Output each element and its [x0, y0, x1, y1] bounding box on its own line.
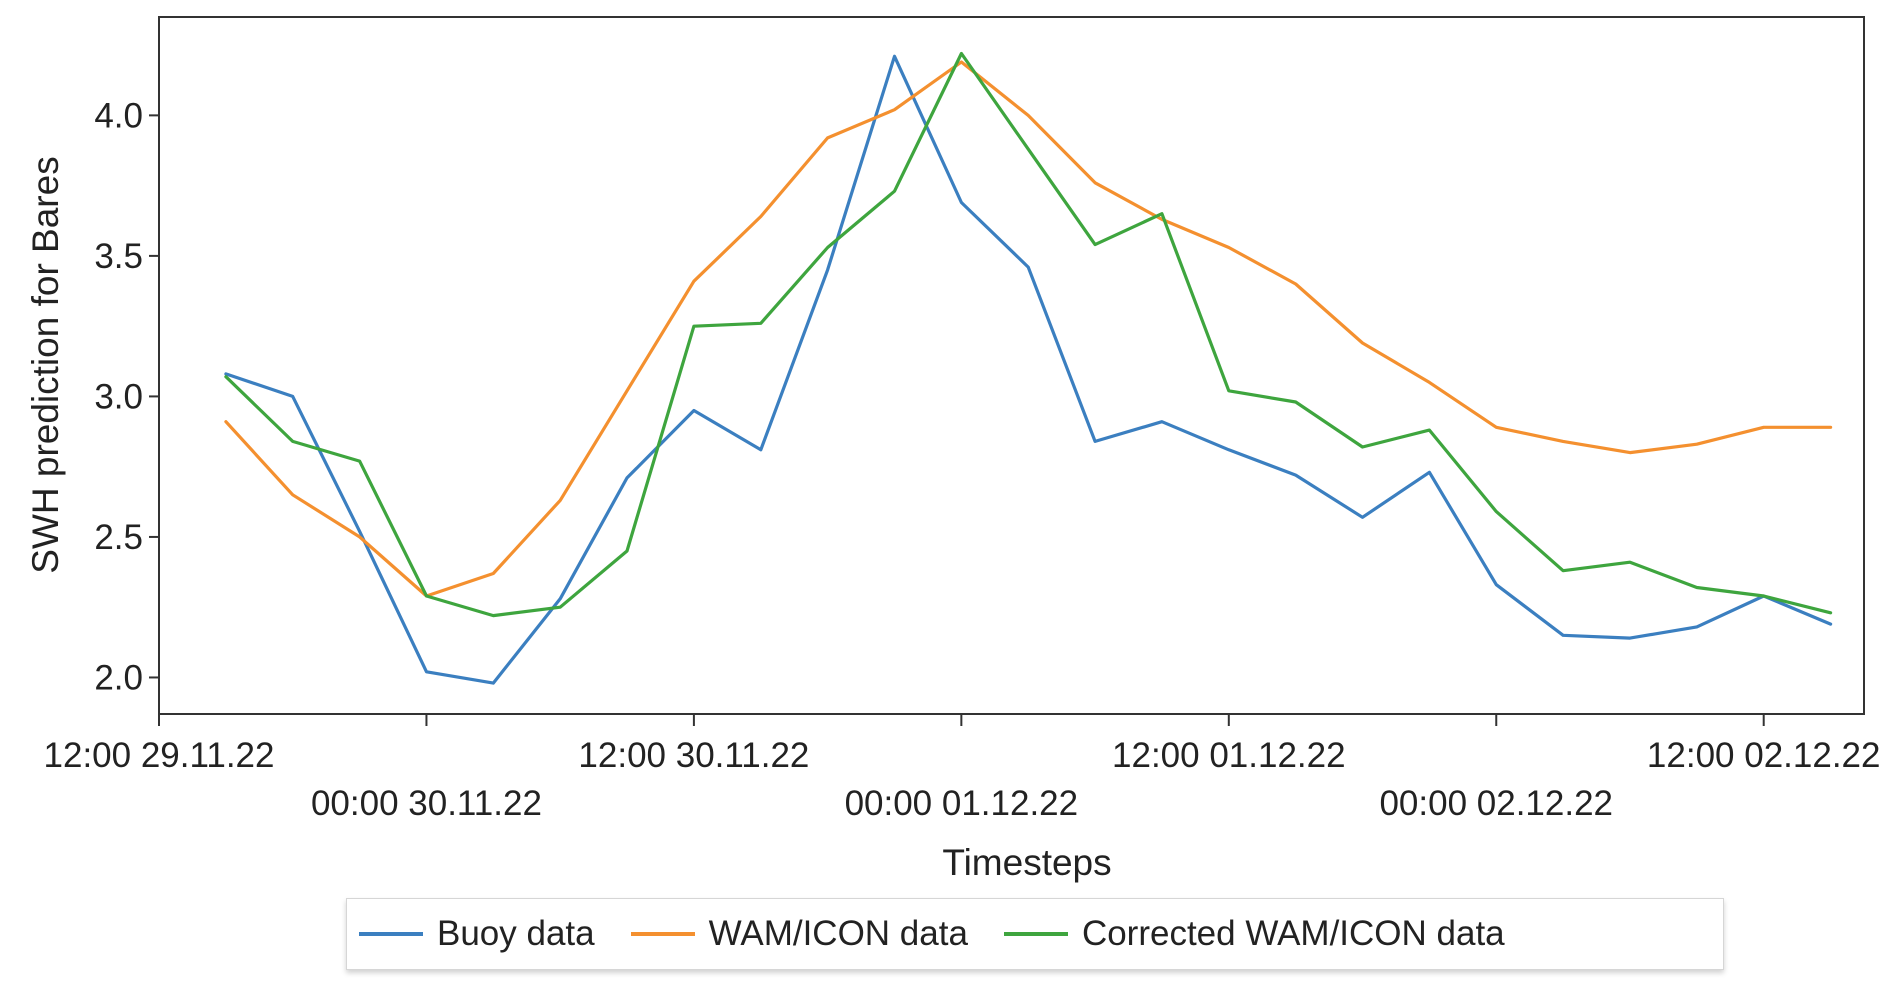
- legend-label-wam-icon: WAM/ICON data: [708, 914, 968, 953]
- series-lines: [224, 51, 1833, 685]
- x-tick-label: 00:00 02.12.22: [1379, 784, 1613, 823]
- x-axis-label: Timesteps: [942, 842, 1111, 883]
- plot-area-frame: [158, 16, 1865, 715]
- x-tick-label: 00:00 30.11.22: [311, 784, 542, 823]
- legend-item-wam-icon: WAM/ICON data: [630, 914, 968, 954]
- x-tick-label: 12:00 30.11.22: [578, 736, 809, 775]
- series-line-buoy: [224, 54, 1833, 685]
- legend-item-buoy: Buoy data: [359, 914, 595, 954]
- y-tick-label: 2.5: [94, 518, 143, 557]
- legend-label-corrected: Corrected WAM/ICON data: [1081, 914, 1505, 953]
- x-tick-label: 12:00 01.12.22: [1112, 736, 1346, 775]
- legend-swatch-buoy: [359, 932, 423, 936]
- y-axis: 2.0 2.5 3.0 3.5 4.0: [94, 96, 159, 697]
- x-tick-label: 00:00 01.12.22: [845, 784, 1079, 823]
- y-tick-label: 3.0: [94, 377, 143, 416]
- legend: Buoy data WAM/ICON data Corrected WAM/IC…: [346, 898, 1724, 970]
- x-axis: 12:00 29.11.22 12:00 30.11.22 12:00 01.12.…: [44, 714, 1881, 823]
- y-tick-label: 4.0: [94, 96, 143, 135]
- x-tick-label: 12:00 02.12.22: [1647, 736, 1881, 775]
- legend-item-corrected: Corrected WAM/ICON data: [1003, 914, 1505, 954]
- legend-label-buoy: Buoy data: [437, 914, 595, 953]
- y-tick-label: 3.5: [94, 237, 143, 276]
- series-line-corrected: [224, 51, 1833, 618]
- legend-swatch-corrected: [1003, 932, 1068, 936]
- legend-swatch-wam-icon: [630, 932, 695, 936]
- y-axis-label: SWH prediction for Bares: [25, 156, 66, 573]
- x-tick-label: 12:00 29.11.22: [44, 736, 275, 775]
- swh-line-chart: 2.0 2.5 3.0 3.5 4.0 12:00 29.11.22 12:00 30.1…: [25, 16, 1881, 883]
- series-line-wam-icon: [224, 60, 1833, 598]
- y-tick-label: 2.0: [94, 658, 143, 697]
